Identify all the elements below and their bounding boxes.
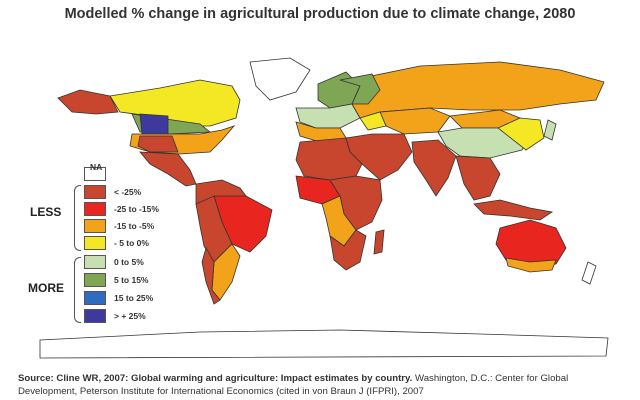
legend-group-more: MORE (28, 281, 64, 295)
region-india (411, 139, 457, 197)
legend-label: -15 to -5% (114, 221, 155, 231)
map-title: Modelled % change in agricultural produc… (64, 6, 576, 22)
legend-item-15-25: 15 to 25% (84, 291, 153, 305)
legend-item-5-15: 5 to 15% (84, 273, 149, 287)
legend-item-25-15: -25 to -15% (84, 202, 159, 216)
legend-label: - 5 to 0% (114, 238, 149, 248)
legend-item-na: NA (84, 162, 106, 181)
legend-swatch (84, 291, 106, 305)
legend-label: -25 to -15% (114, 204, 159, 214)
source-title: Source: Cline WR, 2007: Global warming a… (18, 373, 413, 384)
legend-item-0-5: 0 to 5% (84, 255, 144, 269)
region-australia (495, 219, 567, 269)
legend-group-less: LESS (30, 205, 62, 219)
legend-swatch (84, 309, 106, 323)
region-usa-southwest (137, 135, 179, 153)
region-central-asia (379, 107, 451, 135)
region-canada (109, 79, 241, 127)
region-japan (543, 119, 557, 141)
region-antarctica (39, 329, 609, 359)
region-europe (295, 103, 361, 129)
legend-label: > + 25% (114, 311, 146, 321)
region-southern-africa (329, 229, 367, 271)
region-russia (351, 61, 605, 119)
legend-swatch (84, 202, 106, 216)
region-usa-nw (139, 113, 169, 135)
legend-item-15-5: -15 to -5% (84, 219, 154, 233)
legend: LESS MORE NA < -25% -25 to -15% -15 to -… (28, 162, 200, 325)
region-greenland (249, 57, 311, 101)
legend-swatch (84, 219, 106, 233)
legend-item-lt-25: < -25% (84, 185, 141, 199)
legend-swatch (84, 185, 106, 199)
region-southeast-asia (455, 155, 501, 201)
legend-label: < -25% (114, 187, 142, 197)
legend-label: 5 to 15% (114, 275, 149, 285)
legend-item-5-0: - 5 to 0% (84, 236, 149, 250)
region-caucasus (359, 111, 387, 131)
legend-label: 15 to 25% (114, 293, 154, 303)
legend-swatch (84, 167, 106, 181)
region-china-east (497, 117, 545, 151)
region-australia-south (505, 257, 557, 273)
region-chile (201, 246, 221, 305)
region-new-zealand (581, 261, 597, 285)
region-madagascar (373, 229, 385, 255)
legend-brace-less (74, 185, 81, 251)
legend-swatch (84, 273, 106, 287)
source-citation: Source: Cline WR, 2007: Global warming a… (18, 372, 628, 398)
legend-brace-more (74, 257, 81, 323)
legend-swatch (84, 236, 106, 250)
region-alaska (57, 89, 119, 115)
legend-swatch (84, 255, 106, 269)
legend-item-gt-25: > + 25% (84, 309, 146, 323)
legend-label: 0 to 5% (114, 257, 144, 267)
source-details: Washington, D.C.: Center for Global Deve… (18, 373, 569, 397)
region-russia-west (339, 73, 381, 105)
region-indonesia (473, 199, 554, 221)
legend-label: NA (90, 162, 103, 172)
region-mexico (139, 151, 197, 187)
